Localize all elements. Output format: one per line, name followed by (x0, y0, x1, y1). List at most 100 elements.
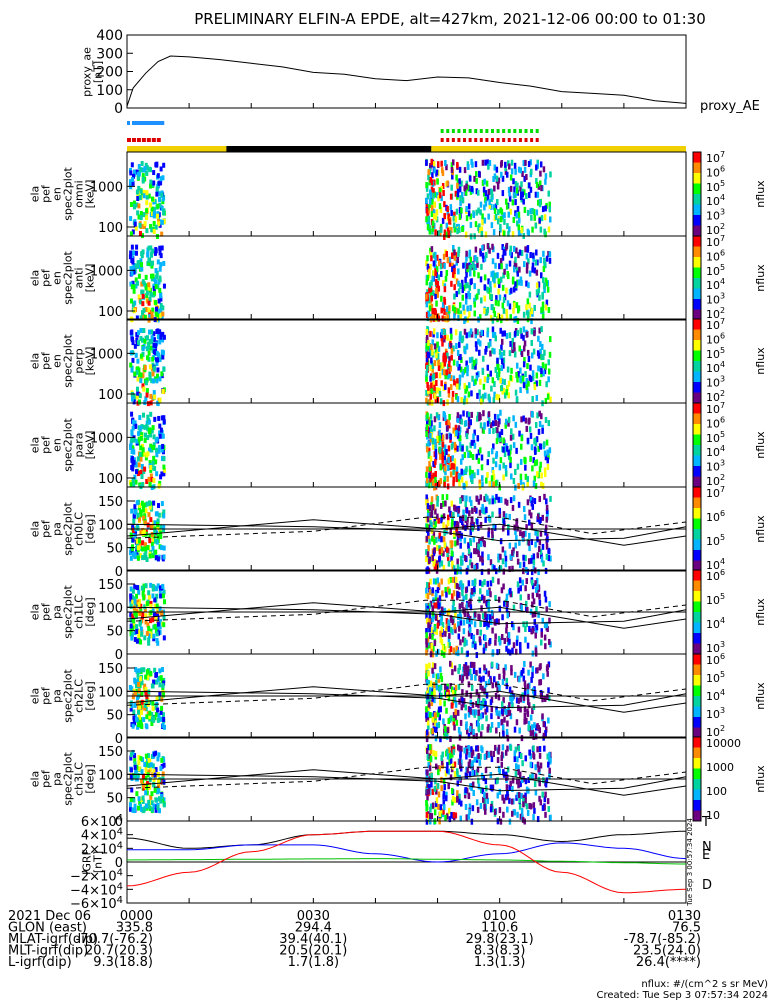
spectrogram-pixel (161, 175, 165, 181)
spectrogram-pixel (428, 602, 431, 609)
colorbar-cell (693, 236, 701, 239)
spectrogram-pixel (137, 203, 141, 209)
spectrogram-pixel (481, 712, 484, 719)
spectrogram-pixel (433, 547, 436, 554)
colorbar-cell (693, 288, 701, 292)
spectrogram-pixel (436, 280, 440, 287)
spectrogram-pixel (139, 353, 143, 359)
spectrogram-pixel (460, 279, 464, 286)
spectrogram-pixel (162, 415, 166, 421)
y-tick-label: 0 (115, 648, 123, 663)
spectrogram-pixel (538, 421, 542, 428)
axis-label-line: pa (51, 522, 64, 536)
spectrogram-pixel (511, 433, 515, 440)
spectrogram-pixel (456, 417, 460, 424)
spectrogram-pixel (521, 579, 524, 586)
spectrogram-pixel (453, 665, 457, 672)
colorbar-cell (693, 493, 701, 496)
spectrogram-pixel (439, 263, 443, 270)
spectrogram-pixel (507, 230, 510, 237)
spectrogram-pixel (458, 302, 462, 309)
spectrogram-pixel (447, 213, 450, 220)
spectrogram-pixel (511, 337, 515, 344)
spectrogram-pixel (524, 600, 528, 607)
spectrogram-pixel (146, 435, 150, 441)
spectrogram-pixel (433, 393, 437, 400)
spectrogram-pixel (494, 203, 498, 210)
spectrogram-pixel (483, 307, 486, 314)
spectrogram-pixel (148, 345, 152, 351)
spectrogram-pixel (150, 314, 154, 320)
spectrogram-pixel (141, 773, 145, 779)
spectrogram-pixel (432, 290, 435, 297)
spectrogram-pixel (149, 600, 153, 606)
spectrogram-pixel (479, 422, 483, 429)
spectrogram-pixel (526, 606, 529, 613)
spectrogram-pixel (456, 621, 460, 628)
spectrogram-pixel (129, 797, 133, 803)
spectrogram-pixel (130, 787, 134, 793)
spectrogram-pixel (516, 792, 519, 799)
spectrogram-pixel (507, 524, 510, 531)
colorbar-cell (693, 187, 701, 191)
spectrogram-pixel (456, 650, 460, 657)
spectrogram-pixel (135, 438, 139, 444)
colorbar-cell (693, 668, 701, 672)
spectrogram-pixel (149, 245, 153, 251)
spectrogram-pixel (425, 182, 428, 189)
spectrogram-pixel (425, 641, 429, 648)
spectrogram-pixel (425, 471, 428, 478)
colorbar-cell (693, 191, 701, 195)
spectrogram-pixel (459, 414, 462, 421)
spectrogram-pixel (152, 206, 156, 212)
colorbar-cell (693, 512, 701, 515)
spectrogram-pixel (451, 396, 454, 403)
spectrogram-pixel (481, 368, 485, 375)
spectrogram-pixel (140, 699, 144, 705)
spectrogram-pixel (151, 607, 155, 613)
spectrogram-pixel (158, 423, 162, 429)
spectrogram-pixel (462, 698, 466, 705)
spectrogram-pixel (469, 539, 473, 546)
spectrogram-pixel (510, 159, 514, 166)
spectrogram-pixel (452, 476, 455, 483)
spectrogram-pixel (442, 793, 445, 800)
spectrogram-pixel (443, 333, 447, 340)
spectrogram-pixel (465, 293, 468, 300)
spectrogram-pixel (449, 342, 453, 349)
spectrogram-pixel (427, 642, 430, 649)
spectrogram-pixel (501, 284, 505, 291)
spectrogram-pixel (508, 797, 511, 804)
spectrogram-pixel (483, 217, 487, 224)
spectrogram-pixel (547, 695, 551, 702)
spectrogram-pixel (530, 318, 533, 325)
spectrogram-pixel (441, 182, 445, 189)
spectrogram-pixel (542, 250, 545, 257)
spectrogram-pixel (149, 179, 153, 185)
spectrogram-pixel (447, 625, 451, 632)
spectrogram-pixel (480, 507, 484, 514)
spectrogram-pixel (138, 393, 142, 399)
spectrogram-pixel (159, 303, 163, 309)
spectrogram-pixel (428, 167, 432, 174)
spectrogram-pixel (147, 419, 151, 425)
spectrogram-pixel (538, 593, 541, 600)
colorbar-cell (693, 630, 701, 634)
spectrogram-pixel (133, 584, 137, 590)
spectrogram-pixel (479, 731, 483, 738)
y-tick-label: 50 (106, 542, 123, 557)
spectrogram-pixel (448, 372, 451, 379)
spectrogram-pixel (129, 774, 133, 780)
spectrogram-pixel (502, 446, 505, 453)
spectrogram-pixel (511, 777, 515, 784)
spectrogram-pixel (511, 346, 514, 353)
spectrogram-pixel (432, 331, 435, 338)
spectrogram-pixel (428, 687, 432, 694)
spectrogram-pixel (474, 709, 478, 716)
axis-label-line: spec2plot (62, 167, 75, 221)
spectrogram-pixel (472, 536, 476, 543)
spectrogram-pixel (441, 170, 445, 177)
spectrogram-pixel (454, 627, 457, 634)
spectrogram-pixel (143, 466, 147, 472)
spectrogram-pixel (458, 186, 462, 193)
